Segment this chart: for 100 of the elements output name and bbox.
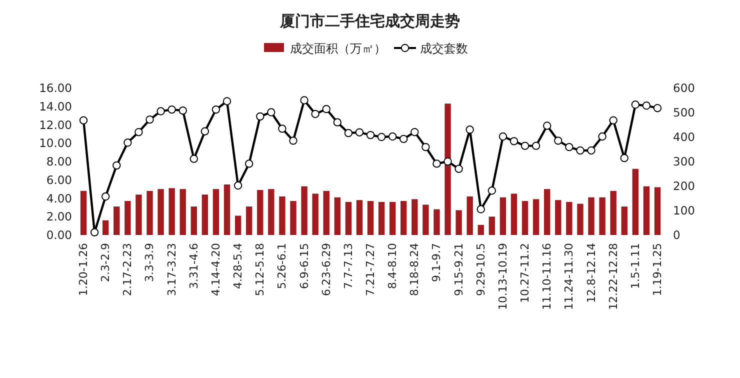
point: [565, 142, 574, 152]
y2-tick-label: 500: [673, 106, 695, 120]
y2-tick-label: 200: [673, 179, 695, 193]
x-tick-label: 9.29-10.5: [474, 243, 488, 296]
bar: [190, 206, 197, 235]
point: [631, 100, 640, 109]
point: [322, 104, 330, 114]
bar: [412, 199, 418, 235]
point: [222, 97, 232, 106]
bar: [654, 187, 661, 235]
bar: [345, 202, 352, 235]
x-tick-label: 2.17-2.23: [121, 243, 134, 296]
bar: [323, 190, 330, 235]
point: [134, 128, 143, 136]
y2-tick-label: 400: [673, 130, 695, 144]
point: [620, 154, 628, 162]
bar: [124, 201, 131, 235]
point: [200, 127, 210, 136]
point: [101, 192, 110, 201]
x-tick-label: 11.24-11.30: [562, 243, 576, 310]
point: [366, 130, 375, 140]
legend-label: 成交套数: [420, 42, 468, 56]
bar: [610, 190, 616, 235]
point: [587, 146, 596, 155]
x-tick-label: 7.7-7.13: [342, 243, 355, 289]
y-tick-label: 8.00: [46, 154, 72, 168]
point: [444, 157, 452, 166]
bar: [168, 188, 175, 235]
bar: [478, 224, 484, 235]
point: [311, 110, 320, 118]
point: [488, 186, 496, 195]
bar: [532, 199, 540, 235]
x-tick-label: 4.14-4.20: [209, 243, 222, 296]
y-tick-label: 4.00: [46, 191, 72, 206]
point: [388, 132, 397, 141]
point: [156, 107, 165, 116]
bar: [588, 197, 594, 235]
point: [278, 124, 286, 133]
x-tick-label: 6.9-6.15: [298, 243, 311, 289]
bar: [389, 202, 396, 235]
bar: [522, 201, 528, 235]
bar: [621, 206, 628, 235]
bar: [643, 186, 650, 235]
bar: [234, 216, 242, 235]
bar: [246, 206, 252, 235]
y2-tick-label: 0: [673, 228, 680, 242]
point: [476, 205, 485, 214]
bar: [422, 204, 429, 235]
x-tick-label: 3.17-3.23: [165, 243, 178, 296]
bar: [180, 189, 186, 235]
x-tick-label: 12.22-12.28: [606, 243, 620, 310]
point: [112, 161, 121, 170]
bar: [632, 168, 638, 235]
point: [90, 228, 99, 236]
bar: [279, 196, 286, 235]
bar: [544, 189, 550, 235]
point: [256, 112, 264, 121]
point: [289, 136, 298, 145]
bar: [224, 184, 230, 235]
chart-title: 厦门市二手住宅成交周走势: [279, 12, 460, 30]
point: [532, 142, 540, 150]
bar: [577, 204, 584, 235]
point: [400, 134, 408, 144]
point: [432, 160, 441, 168]
y2-tick-label: 600: [673, 81, 695, 95]
point: [267, 108, 276, 116]
y-tick-label: 6.00: [46, 172, 72, 187]
x-tick-label: 8.18-8.24: [408, 243, 422, 296]
point: [454, 164, 463, 173]
y-tick-label: 2.00: [46, 210, 72, 224]
point: [554, 136, 562, 145]
point: [178, 106, 187, 115]
point: [212, 105, 220, 114]
x-tick-label: 10.27-11.2: [518, 243, 532, 303]
x-tick-label: 9.15-9.21: [452, 243, 466, 296]
bar: [212, 189, 220, 235]
point: [190, 154, 198, 163]
bar: [257, 190, 264, 235]
x-tick-label: 3.3-3.9: [143, 243, 156, 282]
point: [642, 102, 651, 110]
point: [520, 142, 530, 150]
bar: [356, 200, 363, 235]
bar: [444, 104, 451, 235]
bar: [146, 190, 153, 235]
y2-tick-label: 300: [673, 154, 695, 168]
bar: [378, 202, 385, 235]
bar: [334, 197, 340, 235]
y-tick-label: 0.00: [46, 228, 72, 242]
x-tick-label: 5.12-5.18: [254, 243, 267, 296]
x-tick-label: 4.28-5.4: [232, 243, 245, 289]
x-tick-label: 12.8-12.14: [584, 243, 598, 303]
x-tick-label: 6.23-6.29: [320, 243, 333, 296]
point: [146, 116, 154, 124]
point: [124, 138, 132, 147]
x-tick-label: 1.19-1.25: [650, 243, 664, 296]
legend-label: 成交面积（万㎡）: [290, 42, 386, 56]
x-tick-label: 5.26-6.1: [276, 243, 289, 289]
bar: [268, 189, 274, 235]
x-tick-label: 10.13-10.19: [496, 243, 510, 310]
x-tick-label: 1.20-1.26: [77, 243, 90, 296]
